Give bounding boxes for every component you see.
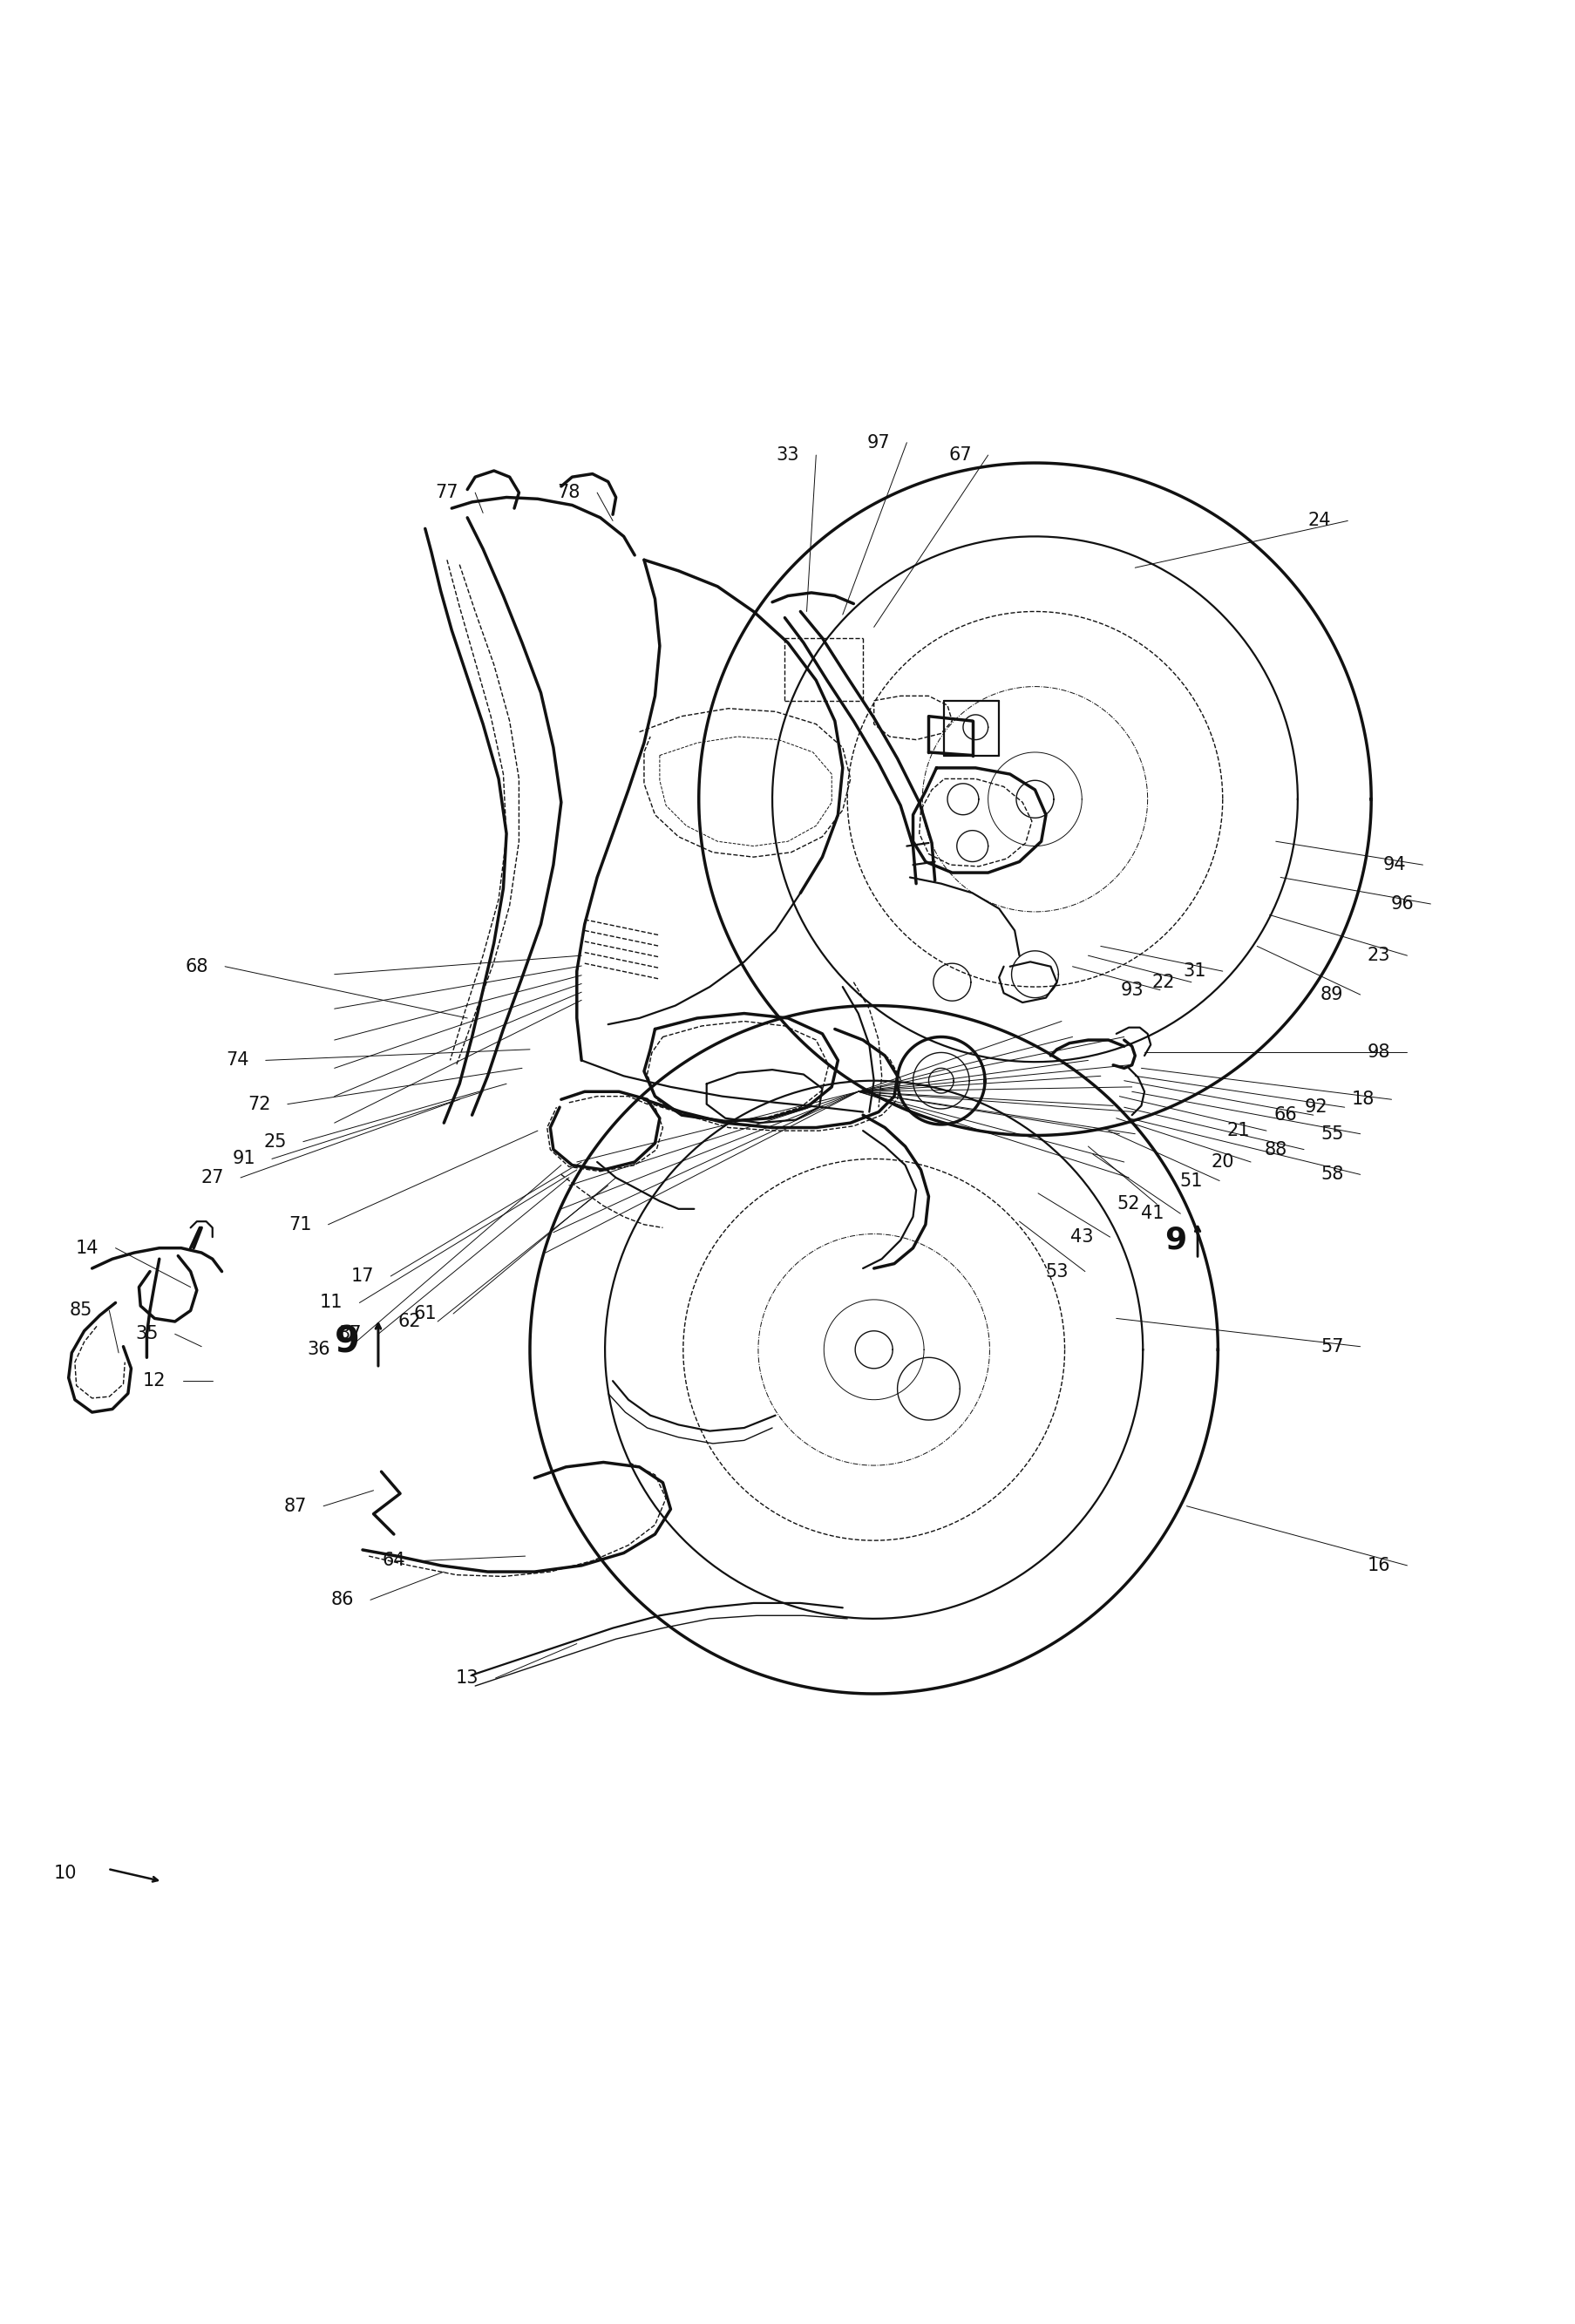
Text: 12: 12: [143, 1371, 165, 1390]
Text: 25: 25: [263, 1134, 287, 1150]
Text: 53: 53: [1044, 1262, 1068, 1281]
Text: 77: 77: [435, 483, 458, 502]
Text: 89: 89: [1320, 985, 1343, 1004]
Text: 64: 64: [383, 1552, 405, 1569]
Text: 85: 85: [69, 1301, 93, 1320]
Text: 36: 36: [307, 1341, 331, 1360]
Text: 17: 17: [351, 1267, 373, 1285]
Text: 67: 67: [948, 446, 972, 465]
Text: 37: 37: [339, 1325, 361, 1343]
Text: 52: 52: [1117, 1195, 1140, 1213]
Text: 33: 33: [776, 446, 799, 465]
Text: 22: 22: [1151, 974, 1173, 990]
Text: 11: 11: [320, 1294, 343, 1311]
Text: 18: 18: [1351, 1090, 1373, 1109]
Text: 41: 41: [1140, 1204, 1164, 1222]
Text: 66: 66: [1273, 1106, 1296, 1125]
Text: 62: 62: [397, 1313, 421, 1329]
Text: 71: 71: [288, 1215, 312, 1234]
Text: 35: 35: [135, 1325, 158, 1343]
Text: 58: 58: [1320, 1167, 1343, 1183]
Text: 68: 68: [186, 957, 208, 976]
Text: 98: 98: [1367, 1043, 1389, 1062]
Text: 94: 94: [1383, 855, 1405, 874]
Text: 23: 23: [1367, 946, 1389, 964]
Text: 72: 72: [247, 1095, 271, 1113]
Text: 9: 9: [1164, 1225, 1186, 1255]
Text: 86: 86: [331, 1592, 354, 1608]
Text: 13: 13: [455, 1669, 479, 1687]
Text: 55: 55: [1320, 1125, 1343, 1143]
Text: 61: 61: [413, 1306, 436, 1322]
Text: 96: 96: [1391, 895, 1413, 913]
Text: 74: 74: [225, 1053, 249, 1069]
Text: 27: 27: [200, 1169, 224, 1185]
Text: 21: 21: [1225, 1122, 1249, 1139]
Text: 9: 9: [334, 1325, 359, 1360]
Text: 24: 24: [1307, 511, 1331, 530]
Text: 51: 51: [1180, 1171, 1202, 1190]
Text: 91: 91: [232, 1150, 255, 1167]
Text: 93: 93: [1120, 981, 1143, 999]
Text: 14: 14: [76, 1239, 99, 1257]
Text: 87: 87: [284, 1497, 307, 1515]
Text: 16: 16: [1367, 1557, 1389, 1573]
Text: 88: 88: [1263, 1141, 1287, 1157]
Text: 43: 43: [1069, 1229, 1093, 1246]
Text: 10: 10: [54, 1864, 77, 1882]
Text: 57: 57: [1320, 1339, 1343, 1355]
Text: 78: 78: [558, 483, 580, 502]
Text: 92: 92: [1304, 1099, 1328, 1116]
Text: 97: 97: [866, 435, 890, 451]
Text: 31: 31: [1183, 962, 1205, 981]
Text: 20: 20: [1211, 1153, 1233, 1171]
